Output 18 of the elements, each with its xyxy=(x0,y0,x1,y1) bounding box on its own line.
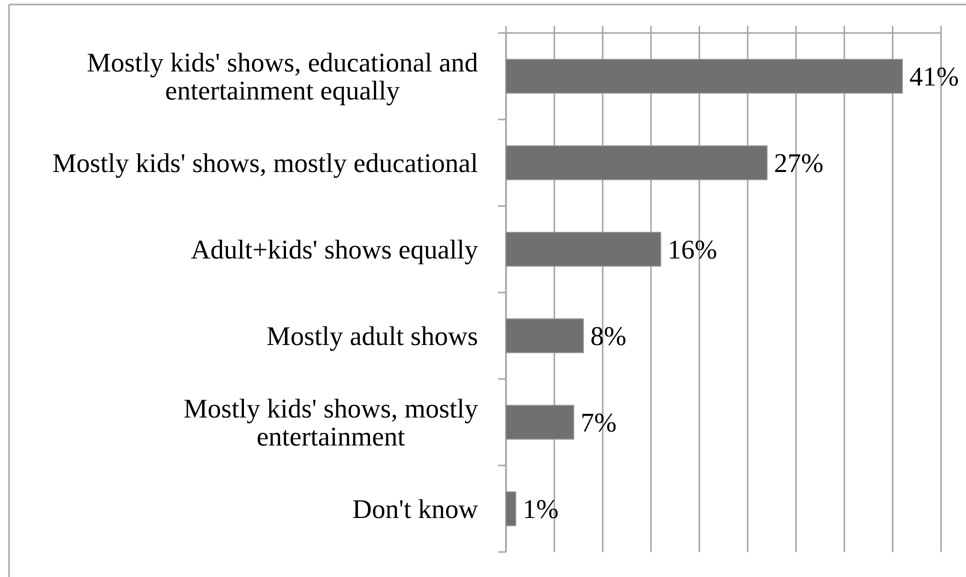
bar xyxy=(506,491,516,526)
bar xyxy=(506,404,574,440)
bar xyxy=(506,58,903,94)
bar xyxy=(506,232,662,267)
data-label: 16% xyxy=(668,234,718,264)
bar xyxy=(506,145,768,180)
data-label: 1% xyxy=(522,494,559,524)
y-tick-label: Mostly adult shows xyxy=(266,320,478,351)
y-tick-label: Don't know xyxy=(352,494,478,524)
data-label: 8% xyxy=(590,320,626,351)
y-tick-label: Mostly kids' shows, mostly educational xyxy=(52,148,478,178)
data-label: 41% xyxy=(909,61,959,92)
y-tick-label: Mostly kids' shows, mostly entertainment xyxy=(184,393,478,452)
data-label: 7% xyxy=(580,407,617,438)
y-tick-label: Adult+kids' shows equally xyxy=(190,234,478,264)
data-label: 27% xyxy=(774,148,824,178)
bar xyxy=(506,318,584,354)
y-tick-label: Mostly kids' shows, educational and entertainment equally xyxy=(86,47,478,106)
